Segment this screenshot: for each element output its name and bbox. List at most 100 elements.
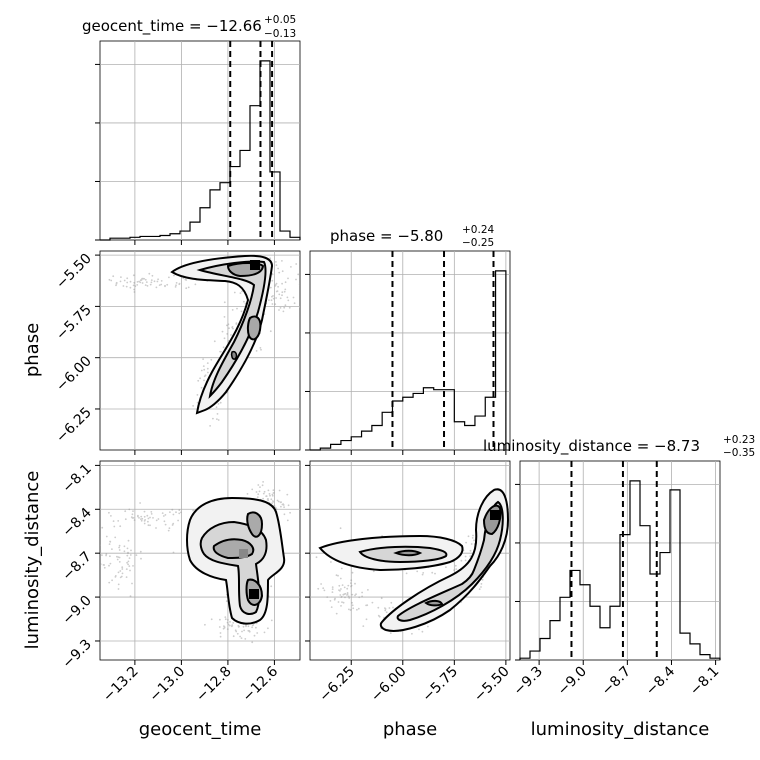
sample-point bbox=[210, 618, 213, 621]
sample-point bbox=[270, 498, 273, 501]
title-median: −12.66 bbox=[206, 17, 262, 35]
sample-point bbox=[295, 263, 298, 265]
sample-point bbox=[112, 275, 115, 278]
sample-point bbox=[120, 575, 123, 578]
sample-point bbox=[272, 500, 275, 503]
sample-point bbox=[203, 379, 205, 382]
sample-point bbox=[117, 583, 120, 586]
sample-point bbox=[132, 274, 135, 277]
histogram-luminosity_distance bbox=[519, 480, 721, 660]
sample-point bbox=[118, 549, 121, 551]
sample-point bbox=[422, 572, 425, 574]
sample-point bbox=[277, 500, 280, 503]
sample-point bbox=[240, 637, 243, 639]
sample-point bbox=[128, 508, 131, 511]
sample-point bbox=[114, 576, 117, 578]
sample-point bbox=[180, 511, 182, 514]
sample-point bbox=[275, 261, 277, 263]
sample-point bbox=[119, 525, 122, 528]
sample-point bbox=[385, 611, 388, 614]
sample-point bbox=[122, 285, 125, 287]
sample-point bbox=[192, 509, 195, 512]
sample-point bbox=[163, 520, 166, 523]
sample-point bbox=[143, 510, 146, 513]
sample-point bbox=[342, 601, 345, 604]
sample-point bbox=[350, 608, 352, 611]
density-contour-inner bbox=[226, 262, 265, 341]
sample-point bbox=[129, 554, 132, 556]
sample-point bbox=[212, 417, 214, 420]
sample-point bbox=[278, 309, 280, 311]
sample-point bbox=[187, 286, 190, 289]
sample-point bbox=[280, 505, 282, 508]
sample-point bbox=[232, 327, 234, 330]
sample-point bbox=[109, 562, 112, 565]
sample-point bbox=[227, 623, 230, 626]
sample-point bbox=[351, 593, 354, 596]
sample-point bbox=[281, 291, 284, 294]
sample-point bbox=[194, 283, 197, 286]
sample-point bbox=[284, 288, 287, 291]
xtick-label-phase: −6.25 bbox=[316, 664, 358, 706]
sample-point bbox=[339, 577, 342, 580]
sample-point bbox=[323, 589, 326, 592]
sample-point bbox=[123, 550, 126, 553]
sample-point bbox=[140, 518, 142, 520]
sample-point bbox=[392, 606, 394, 609]
sample-point bbox=[131, 517, 134, 519]
sample-point bbox=[178, 283, 181, 286]
sample-point bbox=[371, 601, 374, 604]
density-phase-lumdist bbox=[315, 487, 510, 635]
ytick-label-luminosity_distance: −8.1 bbox=[59, 461, 94, 496]
sample-point bbox=[350, 582, 352, 584]
sample-point bbox=[335, 574, 338, 577]
sample-point bbox=[215, 406, 218, 409]
sample-point bbox=[168, 276, 170, 279]
sample-point bbox=[350, 579, 353, 582]
sample-point bbox=[127, 560, 130, 563]
sample-point bbox=[326, 596, 329, 598]
sample-point bbox=[283, 306, 286, 309]
sample-point bbox=[411, 632, 413, 635]
sample-point bbox=[354, 594, 356, 597]
sample-point bbox=[262, 497, 264, 500]
sample-point bbox=[445, 566, 447, 568]
sample-point bbox=[133, 519, 136, 521]
sample-point bbox=[278, 271, 281, 274]
sample-point bbox=[340, 588, 342, 590]
sample-point bbox=[275, 508, 278, 510]
sample-point bbox=[227, 323, 230, 326]
sample-point bbox=[272, 297, 275, 300]
sample-point bbox=[126, 277, 129, 280]
density-contour-outer bbox=[170, 254, 274, 415]
sample-point bbox=[247, 625, 250, 628]
sample-point bbox=[288, 306, 291, 309]
sample-point bbox=[123, 545, 126, 548]
sample-point bbox=[101, 526, 104, 529]
panel-phase-vs-geocent-time bbox=[99, 250, 301, 451]
ytick-label-luminosity_distance: −8.7 bbox=[59, 549, 94, 584]
sample-point bbox=[272, 489, 275, 492]
sample-point bbox=[147, 517, 150, 520]
title-median: −8.73 bbox=[654, 437, 700, 455]
sample-point bbox=[128, 557, 131, 559]
sample-point bbox=[151, 274, 154, 277]
title-prefix: phase = bbox=[330, 227, 397, 245]
sample-point bbox=[283, 513, 286, 516]
sample-point bbox=[354, 582, 356, 585]
sample-point bbox=[244, 638, 247, 640]
sample-point bbox=[460, 559, 463, 562]
sample-point bbox=[271, 303, 274, 305]
sample-point bbox=[131, 582, 133, 585]
sample-point bbox=[465, 541, 467, 544]
sample-point bbox=[340, 605, 342, 607]
sample-point bbox=[108, 581, 111, 584]
sample-point bbox=[219, 618, 221, 621]
sample-point bbox=[111, 579, 113, 582]
sample-point bbox=[147, 520, 149, 523]
sample-point bbox=[178, 512, 181, 515]
sample-point bbox=[377, 606, 380, 609]
sample-point bbox=[238, 625, 240, 628]
xtick-label-phase: −6.00 bbox=[368, 664, 410, 706]
sample-point bbox=[261, 484, 264, 487]
